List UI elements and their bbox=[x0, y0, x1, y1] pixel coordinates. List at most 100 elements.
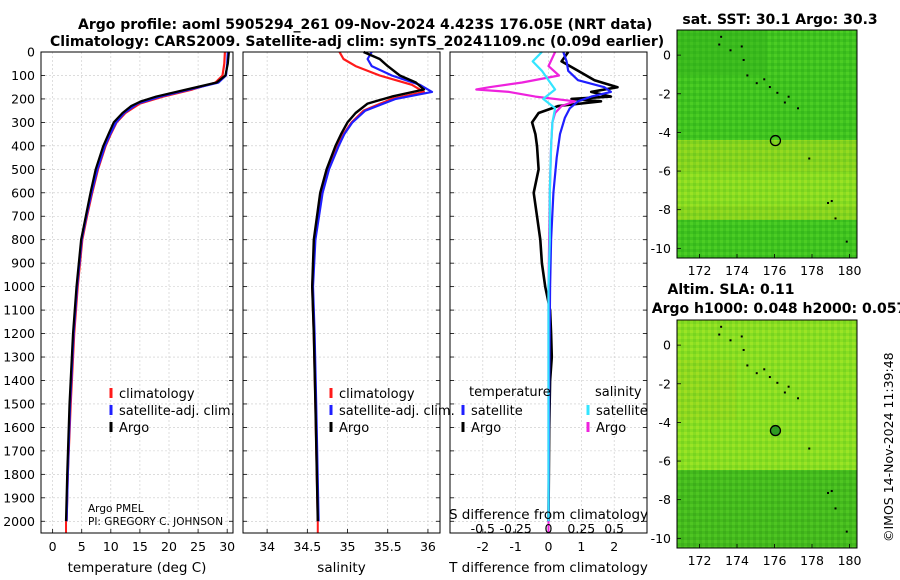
sla-map-title-line-2: Argo h1000: 0.048 h2000: 0.057 bbox=[652, 301, 900, 317]
map-x-tick-label: 176 bbox=[763, 263, 787, 278]
depth-tick-label: 1000 bbox=[3, 279, 35, 294]
depth-tick-label: 1400 bbox=[3, 373, 35, 388]
island-dot bbox=[720, 325, 723, 328]
depth-tick-label: 200 bbox=[11, 91, 35, 106]
island-dot bbox=[720, 35, 723, 38]
legend-label: satellite-adj. clim. bbox=[339, 404, 455, 419]
island-dot bbox=[768, 376, 771, 379]
sst-map-warm-core bbox=[677, 172, 857, 206]
sla-map-frame bbox=[676, 319, 858, 549]
island-dot bbox=[783, 101, 786, 104]
salinity-frame bbox=[242, 51, 441, 534]
depth-tick-label: 400 bbox=[11, 138, 35, 153]
island-dot bbox=[834, 507, 837, 510]
series-line-argo bbox=[311, 50, 426, 522]
x-tick-label: 30 bbox=[219, 539, 235, 554]
island-dot bbox=[776, 381, 779, 384]
series-line-s-satellite bbox=[531, 51, 557, 522]
legend-header-temperature: temperature bbox=[469, 385, 551, 400]
depth-tick-label: 1900 bbox=[3, 490, 35, 505]
island-dot bbox=[740, 335, 743, 338]
depth-tick-label: 1700 bbox=[3, 443, 35, 458]
island-dot bbox=[827, 201, 829, 204]
depth-tick-label: 600 bbox=[11, 185, 35, 200]
x-tick-label: -2 bbox=[477, 539, 489, 554]
map-y-tick-label: -2 bbox=[659, 86, 671, 101]
island-dot bbox=[830, 200, 833, 203]
legend-header-salinity: salinity bbox=[595, 385, 642, 400]
x-tick-label: 15 bbox=[132, 539, 148, 554]
island-dot bbox=[729, 49, 732, 52]
depth-tick-label: 100 bbox=[11, 68, 35, 83]
depth-tick-label: 0 bbox=[27, 45, 35, 60]
map-x-tick-label: 172 bbox=[688, 263, 712, 278]
sla-map-panel: Altim. SLA: 0.11 Argo h1000: 0.048 h2000… bbox=[651, 282, 900, 568]
credit-line-2: PI: GREGORY C. JOHNSON bbox=[88, 516, 223, 528]
depth-tick-label: 300 bbox=[11, 115, 35, 130]
sst-map-axis-ticks: 172 174 176 178 180 0 -2 -4 -6 -8 -10 bbox=[651, 48, 862, 278]
depth-tick-label: 500 bbox=[11, 162, 35, 177]
sla-map-title-line-1: Altim. SLA: 0.11 bbox=[667, 282, 794, 298]
s-axis-label: S difference from climatology bbox=[449, 507, 648, 523]
map-y-tick-label: -8 bbox=[659, 202, 672, 217]
depth-tick-label: 2000 bbox=[3, 514, 35, 529]
legend-label: Argo bbox=[339, 421, 369, 436]
map-y-tick-label: 0 bbox=[663, 48, 671, 63]
map-y-tick-label: -6 bbox=[659, 164, 672, 179]
map-x-tick-label: 174 bbox=[725, 263, 749, 278]
map-y-tick-label: -2 bbox=[659, 376, 671, 391]
depth-tick-label: 800 bbox=[11, 232, 35, 247]
legend-label: satellite bbox=[471, 404, 523, 419]
x-axis-label: T difference from climatology bbox=[448, 560, 648, 576]
island-dot bbox=[746, 74, 749, 77]
sla-map-float-marker bbox=[769, 424, 782, 437]
x-tick-label: 35.5 bbox=[374, 539, 402, 554]
island-dot bbox=[718, 333, 721, 336]
salinity-panel: 34 34.5 35 35.5 36 salinity climatology satelli… bbox=[242, 50, 455, 576]
temperature-panel: 0 100 200 300 400 500 600 700 800 900 1000 1100 1200… bbox=[3, 45, 235, 577]
map-y-tick-label: -10 bbox=[651, 531, 671, 546]
s-tick-label: -0.5 bbox=[471, 521, 495, 536]
depth-tick-label: 1600 bbox=[3, 420, 35, 435]
map-x-tick-label: 178 bbox=[800, 553, 824, 568]
x-tick-label: 25 bbox=[190, 539, 206, 554]
island-dot bbox=[787, 95, 790, 98]
depth-tick-label: 700 bbox=[11, 209, 35, 224]
map-x-tick-label: 174 bbox=[725, 553, 749, 568]
credit-line-1: Argo PMEL bbox=[88, 503, 144, 515]
x-tick-label: 2 bbox=[610, 539, 618, 554]
legend-label: Argo bbox=[596, 421, 626, 436]
sla-map-patch bbox=[677, 360, 737, 420]
island-dot bbox=[718, 43, 721, 46]
map-y-tick-label: -10 bbox=[651, 241, 671, 256]
x-tick-label: 0 bbox=[545, 539, 553, 554]
sla-map-axis-ticks: 172 174 176 178 180 0 -2 -4 -6 -8 -10 bbox=[651, 338, 862, 568]
island-dot bbox=[787, 385, 790, 388]
island-dot bbox=[740, 45, 743, 48]
island-dot bbox=[845, 530, 848, 533]
sst-map-title: sat. SST: 30.1 Argo: 30.3 bbox=[682, 12, 877, 28]
temperature-frame bbox=[40, 51, 234, 534]
x-axis-label: temperature (deg C) bbox=[68, 560, 207, 576]
legend-label: climatology bbox=[339, 387, 415, 402]
series-line-t-argo bbox=[530, 51, 619, 522]
x-tick-label: 36 bbox=[420, 539, 436, 554]
island-dot bbox=[808, 447, 811, 450]
map-y-tick-label: -4 bbox=[659, 415, 672, 430]
island-dot bbox=[827, 491, 829, 494]
depth-tick-label: 1100 bbox=[3, 303, 35, 318]
island-dot bbox=[783, 391, 786, 394]
depth-tick-label: 1200 bbox=[3, 326, 35, 341]
x-tick-label: 34.5 bbox=[293, 539, 321, 554]
depth-tick-label: 1500 bbox=[3, 396, 35, 411]
x-tick-label: 5 bbox=[78, 539, 86, 554]
title-line-2: Climatology: CARS2009. Satellite-adj cli… bbox=[50, 34, 664, 50]
sst-map-panel: sat. SST: 30.1 Argo: 30.3 172 174 176 178 18… bbox=[651, 12, 878, 278]
map-y-tick-label: -6 bbox=[659, 454, 672, 469]
map-x-tick-label: 172 bbox=[688, 553, 712, 568]
depth-tick-label: 900 bbox=[11, 256, 35, 271]
s-tick-label: 0 bbox=[545, 521, 553, 536]
map-y-tick-label: -8 bbox=[659, 492, 672, 507]
legend-label: climatology bbox=[119, 387, 195, 402]
